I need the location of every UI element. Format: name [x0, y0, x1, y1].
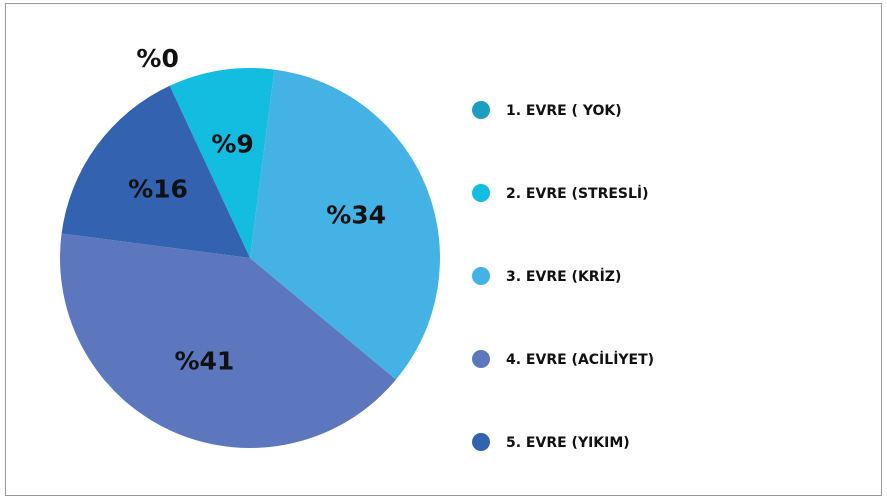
- legend-label: 4. EVRE (ACİLİYET): [506, 351, 654, 368]
- legend-label: 1. EVRE ( YOK): [506, 103, 622, 119]
- legend-swatch: [472, 350, 490, 368]
- pie-slice: [250, 69, 440, 380]
- slice-label: %41: [174, 346, 234, 375]
- slice-label: %9: [211, 129, 253, 158]
- pie-slice: [169, 68, 275, 258]
- legend-swatch: [472, 267, 490, 285]
- slice-label: %34: [326, 200, 386, 229]
- pie-slice: [60, 233, 396, 448]
- legend-swatch: [472, 433, 490, 451]
- slice-label: %0: [136, 44, 178, 73]
- slice-label: %16: [128, 175, 188, 204]
- legend-label: 3. EVRE (KRİZ): [506, 268, 621, 285]
- legend-swatch: [472, 101, 490, 119]
- legend-swatch: [472, 184, 490, 202]
- legend-label: 5. EVRE (YIKIM): [506, 435, 630, 451]
- legend-label: 2. EVRE (STRESLİ): [506, 185, 649, 202]
- pie-slice: [61, 85, 251, 259]
- frame: [5, 3, 882, 496]
